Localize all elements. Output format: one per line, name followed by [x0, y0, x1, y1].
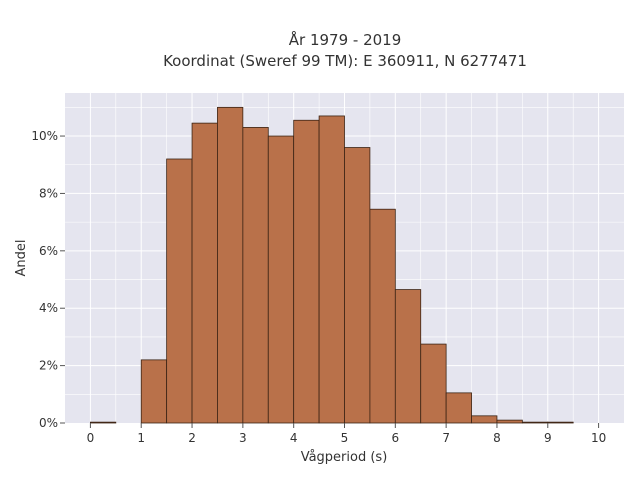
x-tick-label: 9 — [544, 431, 552, 445]
bar — [191, 122, 218, 424]
x-tick-label: 5 — [341, 431, 349, 445]
y-tick-label: 10% — [31, 129, 58, 143]
x-tick-label: 6 — [391, 431, 399, 445]
bar — [217, 106, 244, 424]
y-tick-label: 2% — [39, 359, 58, 373]
x-tick-label: 2 — [188, 431, 196, 445]
bar — [166, 158, 193, 424]
bar — [420, 343, 447, 424]
chart-title-line2: Koordinat (Sweref 99 TM): E 360911, N 62… — [163, 52, 527, 70]
chart-title-line1: År 1979 - 2019 — [289, 30, 402, 49]
bar — [140, 359, 168, 424]
bar — [445, 392, 472, 424]
bar — [318, 115, 345, 424]
bar — [394, 289, 422, 424]
x-tick-label: 1 — [137, 431, 145, 445]
y-tick-label: 6% — [39, 244, 58, 258]
x-tick-label: 10 — [591, 431, 606, 445]
bar — [547, 421, 574, 424]
y-tick-label: 0% — [39, 416, 58, 430]
bar — [242, 127, 269, 424]
bar — [344, 147, 371, 424]
x-tick-label: 0 — [87, 431, 95, 445]
bar — [496, 419, 523, 424]
y-axis-label: Andel — [14, 240, 29, 277]
x-tick-label: 4 — [290, 431, 298, 445]
x-tick-label: 7 — [442, 431, 450, 445]
y-tick-label: 4% — [39, 301, 58, 315]
x-axis-ticks: 0 1 2 3 4 5 6 7 8 9 10 — [87, 423, 606, 445]
bar — [369, 208, 396, 424]
bar — [267, 135, 295, 424]
x-axis-label: Vågperiod (s) — [301, 450, 388, 465]
y-tick-label: 8% — [39, 186, 58, 200]
bar — [90, 421, 117, 424]
bar — [521, 421, 549, 424]
y-axis-ticks: 0% 2% 4% 6% 8% 10% — [31, 129, 65, 430]
bar — [471, 415, 498, 424]
bars — [90, 106, 574, 424]
bar — [293, 119, 320, 424]
x-tick-label: 8 — [493, 431, 501, 445]
x-tick-label: 3 — [239, 431, 247, 445]
